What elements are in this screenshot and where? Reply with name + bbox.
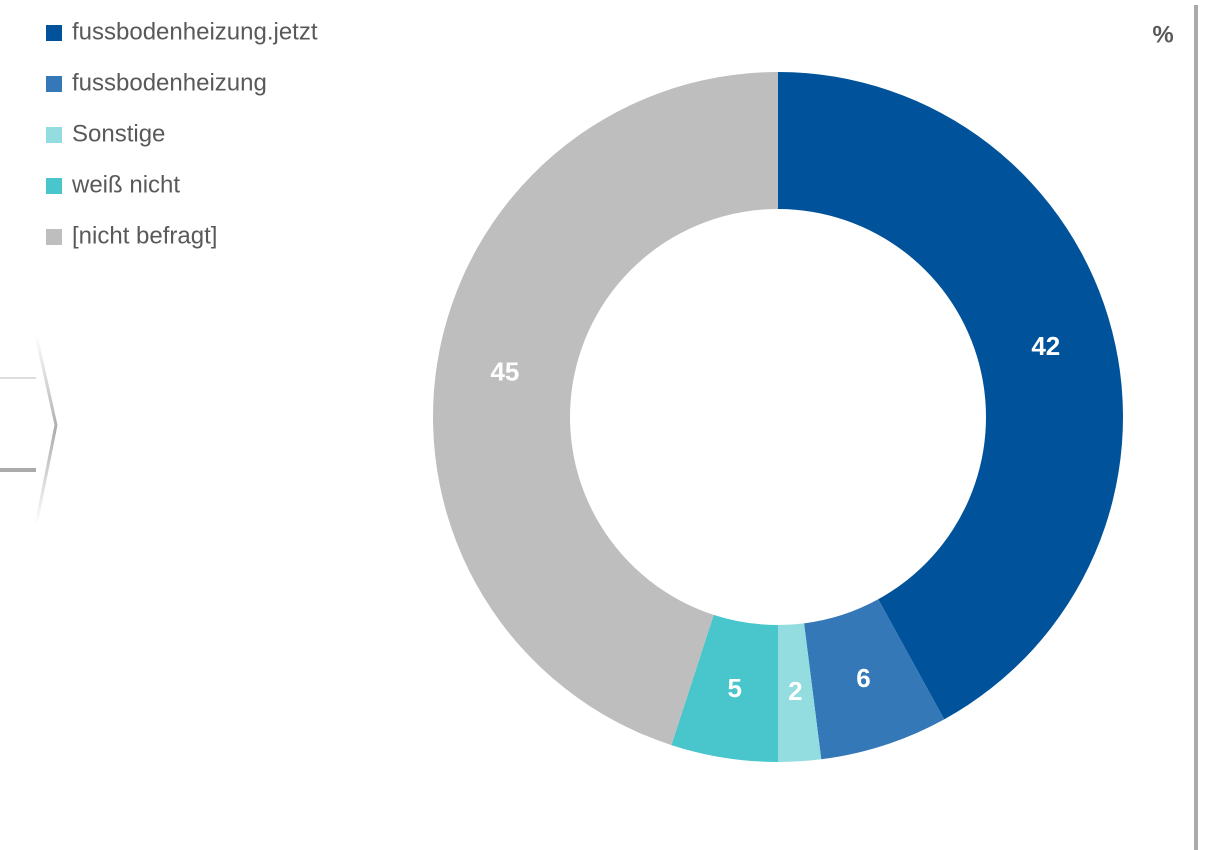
data-label: 6 — [856, 663, 870, 693]
donut: 42 6 2 5 45 — [432, 72, 1123, 762]
legend-label: Sonstige — [72, 120, 165, 147]
data-label: 5 — [728, 673, 742, 703]
legend-swatch — [46, 127, 62, 143]
unit-label: % — [1152, 21, 1173, 48]
slice — [778, 623, 822, 762]
data-label: 42 — [1031, 331, 1060, 361]
arrow-decoration — [34, 334, 58, 526]
slice — [671, 614, 778, 762]
data-label: 45 — [490, 357, 519, 387]
slice — [778, 72, 1123, 720]
legend-swatch — [46, 25, 62, 41]
legend-label: weiß nicht — [71, 171, 180, 198]
legend-swatch — [46, 76, 62, 92]
legend-swatch — [46, 229, 62, 245]
legend-label: fussbodenheizung — [72, 69, 267, 96]
slice — [804, 599, 945, 760]
legend-label: fussbodenheizung.jetzt — [72, 18, 318, 45]
data-label: 2 — [788, 676, 802, 706]
legend-swatch — [46, 178, 62, 194]
legend-label: [nicht befragt] — [72, 222, 217, 249]
slice — [432, 72, 778, 746]
legend: fussbodenheizung.jetzt fussbodenheizung So… — [46, 18, 318, 249]
